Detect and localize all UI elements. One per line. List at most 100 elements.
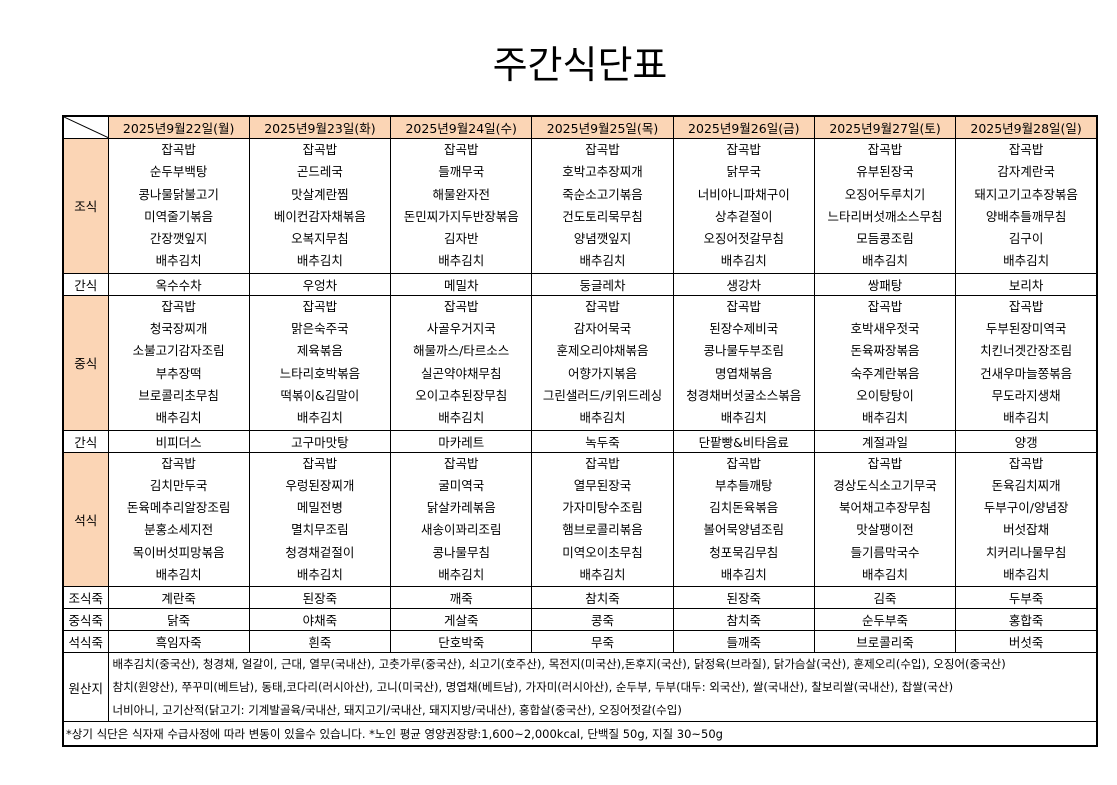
menu-row: 석식 잡곡밥 김치만두국 돈육메추리알장조림 분홍소세지전 목이버섯피망볶음 배추김치 잡곡밥… [62, 451, 1098, 588]
origin-line: 너비아니, 고기산적(닭고기: 기계발골육/국내산, 돼지고기/국내산, 돼지지… [112, 702, 682, 717]
menu-item: 배추김치 [296, 410, 343, 426]
menu-item: 감자어묵국 [573, 321, 632, 337]
menu-item: 잡곡밥 [302, 298, 338, 314]
menu-item: 가자미탕수조림 [562, 500, 643, 516]
menu-cell: 잡곡밥 사골우거지국 해물까스/타르소스 실곤약야채무침 오이고추된장무침 배추김치 [390, 294, 533, 431]
menu-cell: 단팥빵&비타음료 [672, 429, 815, 453]
menu-item: 실곤약야채무침 [420, 365, 502, 381]
menu-item: 잡곡밥 [443, 298, 479, 314]
menu-row: 조식 잡곡밥 순두부백탕 콩나물닭불고기 미역줄기볶음 간장깻잎지 배추김치 잡곡밥 곤드레국 맛… [62, 138, 1098, 274]
menu-cell: 옥수수차 [107, 272, 250, 296]
menu-item: 배추김치 [438, 567, 485, 583]
menu-item: 해물완자전 [432, 186, 490, 202]
menu-cell: 양갱 [955, 429, 1098, 453]
menu-item: 청포묵김무침 [709, 544, 779, 560]
menu-item: 배추김치 [579, 253, 626, 269]
menu-item: 잡곡밥 [1008, 455, 1044, 471]
menu-cell: 마카레트 [390, 429, 533, 453]
menu-item: 호박고추장찌개 [562, 164, 643, 180]
menu-cell: 콩죽 [531, 608, 674, 632]
menu-item: 미역줄기볶음 [144, 208, 214, 224]
menu-item: 우렁된장찌개 [285, 477, 355, 493]
menu-item: 죽순소고기볶음 [562, 186, 643, 202]
menu-cell: 브로콜리죽 [813, 630, 957, 654]
menu-item: 잡곡밥 [726, 298, 762, 314]
corner-cell [62, 115, 109, 139]
menu-table: 2025년9월22일(월) 2025년9월23일(화) 2025년9월24일(수) 2… [62, 115, 1098, 748]
origin-line: 참치(원양산), 쭈꾸미(베트남), 동태,코다리(러시아산), 고니(미국산)… [112, 679, 954, 694]
menu-cell: 된장죽 [672, 586, 815, 610]
menu-item: 김치돈육볶음 [709, 500, 779, 516]
menu-cell: 우엉차 [248, 272, 392, 296]
origin-line: 배추김치(중국산), 청경채, 얼갈이, 근대, 열무(국내산), 고춧가루(중… [112, 657, 1006, 672]
menu-item: 치킨너겟간장조림 [980, 343, 1073, 359]
menu-row: 석식죽 흑임자죽 흰죽 단호박죽 무죽 들깨죽 브로콜리죽 버섯죽 [62, 630, 1098, 654]
origin-cell: 배추김치(중국산), 청경채, 얼갈이, 근대, 열무(국내산), 고춧가루(중… [107, 652, 1098, 723]
menu-item: 잡곡밥 [726, 455, 762, 471]
menu-cell: 잡곡밥 김치만두국 돈육메추리알장조림 분홍소세지전 목이버섯피망볶음 배추김치 [107, 451, 250, 588]
row-label: 석식 [62, 451, 109, 588]
menu-item: 배추김치 [720, 567, 767, 583]
menu-cell: 잡곡밥 호박고추장찌개 죽순소고기볶음 건도토리묵무침 양념깻잎지 배추김치 [531, 138, 674, 274]
menu-cell: 야채죽 [248, 608, 392, 632]
menu-cell: 단호박죽 [390, 630, 533, 654]
menu-item: 느타리호박볶음 [279, 365, 361, 381]
menu-cell: 무죽 [531, 630, 674, 654]
menu-item: 배추김치 [1003, 410, 1050, 426]
menu-cell: 보리차 [955, 272, 1098, 296]
menu-item: 오이탕탕이 [856, 387, 914, 403]
menu-item: 잡곡밥 [726, 142, 762, 157]
menu-cell: 잡곡밥 두부된장미역국 치킨너겟간장조림 건새우마늘쫑볶음 무도라지생채 배추김치 [955, 294, 1098, 431]
menu-item: 새송이꽈리조림 [420, 522, 502, 538]
menu-cell: 잡곡밥 감자어묵국 훈제오리야채볶음 어향가지볶음 그린샐러드/키위드레싱 배추김치 [531, 294, 674, 431]
row-label: 중식 [62, 294, 109, 431]
menu-item: 곤드레국 [296, 164, 343, 180]
menu-item: 간장깻잎지 [149, 231, 208, 247]
menu-cell: 김죽 [813, 586, 957, 610]
menu-item: 그린샐러드/키위드레싱 [542, 387, 663, 403]
menu-item: 돼지고기고추장볶음 [974, 186, 1078, 202]
menu-cell: 잡곡밥 청국장찌개 소불고기감자조림 부추장떡 브로콜리초무침 배추김치 [107, 294, 250, 431]
menu-item: 배추김치 [579, 410, 626, 426]
menu-item: 소불고기감자조림 [132, 343, 225, 359]
menu-item: 청경채겉절이 [285, 544, 355, 560]
menu-item: 닭무국 [726, 164, 762, 180]
menu-item: 두부구이/양념장 [983, 500, 1069, 516]
menu-item: 잡곡밥 [161, 142, 196, 157]
menu-item: 해물까스/타르소스 [413, 343, 510, 359]
menu-item: 청국장찌개 [149, 321, 208, 337]
menu-cell: 잡곡밥 된장수제비국 콩나물두부조림 명엽채볶음 청경채버섯굴소스볶음 배추김치 [672, 294, 815, 431]
menu-cell: 버섯죽 [955, 630, 1098, 654]
menu-cell: 된장죽 [248, 586, 392, 610]
menu-item: 너비아니파채구이 [697, 186, 790, 202]
menu-item: 건새우마늘쫑볶음 [980, 365, 1073, 381]
menu-item: 배추김치 [579, 567, 626, 583]
menu-item: 숙주계란볶음 [850, 365, 920, 381]
menu-cell: 잡곡밥 부추들깨탕 김치돈육볶음 볼어묵양념조림 청포묵김무침 배추김치 [672, 451, 815, 588]
day-header: 2025년9월26일(금) [672, 115, 815, 139]
menu-item: 배추김치 [296, 567, 343, 583]
menu-item: 들깨무국 [438, 164, 485, 180]
menu-item: 볼어묵양념조림 [703, 522, 785, 538]
menu-cell: 잡곡밥 돈육김치찌개 두부구이/양념장 버섯잡채 치커리나물무침 배추김치 [955, 451, 1098, 588]
menu-item: 잡곡밥 [867, 455, 903, 471]
menu-cell: 닭죽 [107, 608, 250, 632]
row-label: 석식죽 [62, 630, 109, 654]
menu-item: 잡곡밥 [443, 455, 479, 471]
menu-item: 김구이 [1008, 231, 1044, 247]
menu-item: 베이컨감자채볶음 [273, 208, 366, 224]
origin-label: 원산지 [62, 652, 109, 723]
row-label: 조식죽 [62, 586, 109, 610]
menu-item: 떡볶이&김말이 [280, 387, 360, 403]
menu-item: 돈민찌가지두반장볶음 [403, 208, 519, 224]
menu-cell: 잡곡밥 맑은숙주국 제육볶음 느타리호박볶음 떡볶이&김말이 배추김치 [248, 294, 392, 431]
menu-item: 잡곡밥 [585, 455, 620, 471]
menu-item: 양배추들깨무침 [985, 208, 1067, 224]
menu-cell: 잡곡밥 순두부백탕 콩나물닭불고기 미역줄기볶음 간장깻잎지 배추김치 [107, 138, 250, 274]
menu-item: 메밀전병 [296, 500, 343, 516]
menu-item: 콩나물무침 [432, 544, 490, 560]
day-header: 2025년9월24일(수) [390, 115, 533, 139]
menu-item: 오징어젓갈무침 [703, 231, 785, 247]
menu-item: 맛살팽이전 [856, 522, 914, 538]
